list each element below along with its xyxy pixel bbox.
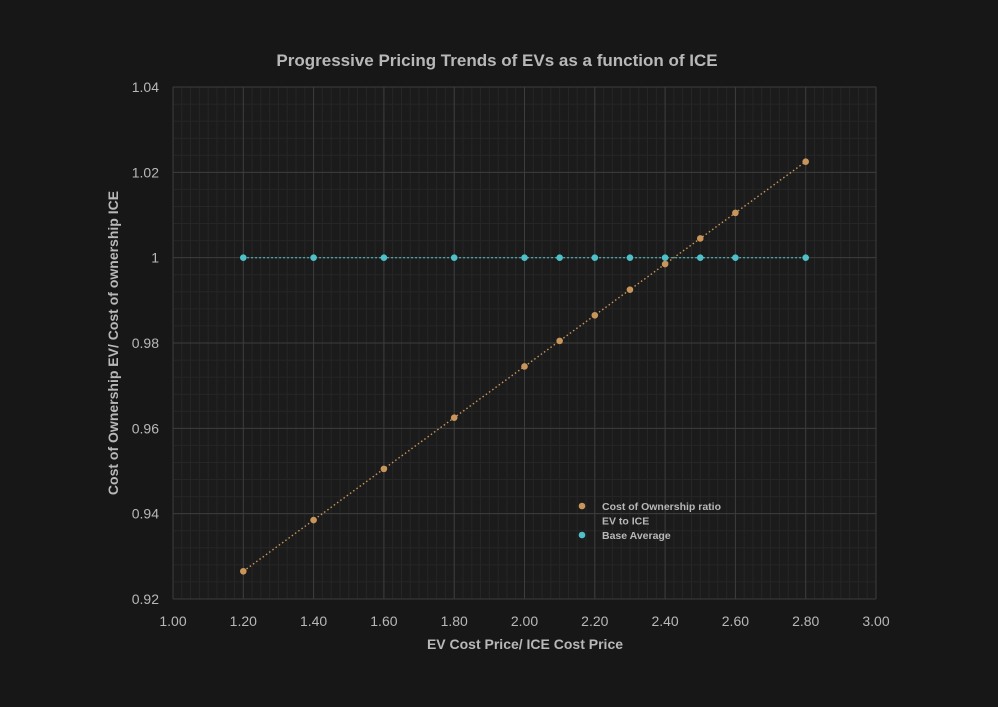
- x-tick-label: 3.00: [862, 613, 889, 629]
- y-tick-label: 0.98: [132, 335, 159, 351]
- data-point: [240, 567, 247, 575]
- y-tick-label: 0.94: [132, 506, 159, 522]
- data-point: [556, 254, 563, 261]
- data-point: [521, 254, 528, 261]
- data-point: [310, 516, 317, 524]
- data-point: [696, 254, 704, 261]
- legend-label: Base Average: [602, 530, 671, 542]
- series-1: [240, 158, 809, 575]
- series-layer: [240, 158, 809, 575]
- chart-title: Progressive Pricing Trends of EVs as a f…: [276, 51, 717, 70]
- y-tick-label: 0.96: [132, 420, 159, 436]
- data-point: [802, 158, 809, 165]
- y-tick-label: 1.02: [132, 164, 159, 180]
- legend-label: EV to ICE: [602, 516, 649, 528]
- data-point: [732, 209, 739, 217]
- data-point: [661, 260, 669, 268]
- data-point: [240, 254, 247, 261]
- x-axis-title: EV Cost Price/ ICE Cost Price: [427, 636, 623, 652]
- x-tick-label: 1.60: [370, 613, 397, 629]
- data-point: [626, 254, 634, 261]
- data-point: [450, 254, 458, 261]
- data-point: [661, 254, 669, 261]
- x-tick-label: 2.20: [581, 613, 608, 629]
- x-tick-label: 2.40: [651, 613, 678, 629]
- data-point: [696, 235, 704, 242]
- x-tick-label: 2.60: [722, 613, 749, 629]
- legend-marker-1: [578, 502, 586, 510]
- x-axis-tick-labels: 1.00 1.20 1.40 1.60 1.80 2.00 2.20 2.40 2.60 2.80…: [159, 613, 889, 629]
- legend: Cost of Ownership ratio EV to ICE Base Ave…: [578, 501, 721, 542]
- data-point: [591, 254, 599, 261]
- data-point: [626, 286, 634, 293]
- legend-marker-2: [578, 531, 586, 539]
- y-axis-tick-labels: 0.92 0.94 0.96 0.98 1 1.02 1.04: [132, 79, 159, 607]
- data-point: [450, 414, 458, 421]
- y-tick-label: 1: [151, 250, 159, 266]
- x-tick-label: 1.80: [441, 613, 468, 629]
- x-tick-label: 1.40: [300, 613, 327, 629]
- data-point: [380, 465, 388, 473]
- x-tick-label: 2.00: [511, 613, 538, 629]
- x-tick-label: 1.00: [159, 613, 186, 629]
- x-tick-label: 1.20: [230, 613, 257, 629]
- x-tick-label: 2.80: [792, 613, 819, 629]
- y-tick-label: 1.04: [132, 79, 159, 95]
- data-point: [521, 363, 528, 370]
- major-gridlines: [172, 86, 877, 600]
- data-point: [732, 254, 739, 261]
- data-point: [591, 311, 599, 319]
- legend-label: Cost of Ownership ratio: [602, 501, 721, 513]
- data-point: [802, 254, 809, 261]
- series-2: [240, 254, 809, 261]
- y-tick-label: 0.92: [132, 591, 159, 607]
- data-point: [556, 337, 563, 345]
- y-axis-title: Cost of Ownership EV/ Cost of ownership …: [105, 191, 121, 495]
- data-point: [380, 254, 388, 261]
- data-point: [310, 254, 317, 261]
